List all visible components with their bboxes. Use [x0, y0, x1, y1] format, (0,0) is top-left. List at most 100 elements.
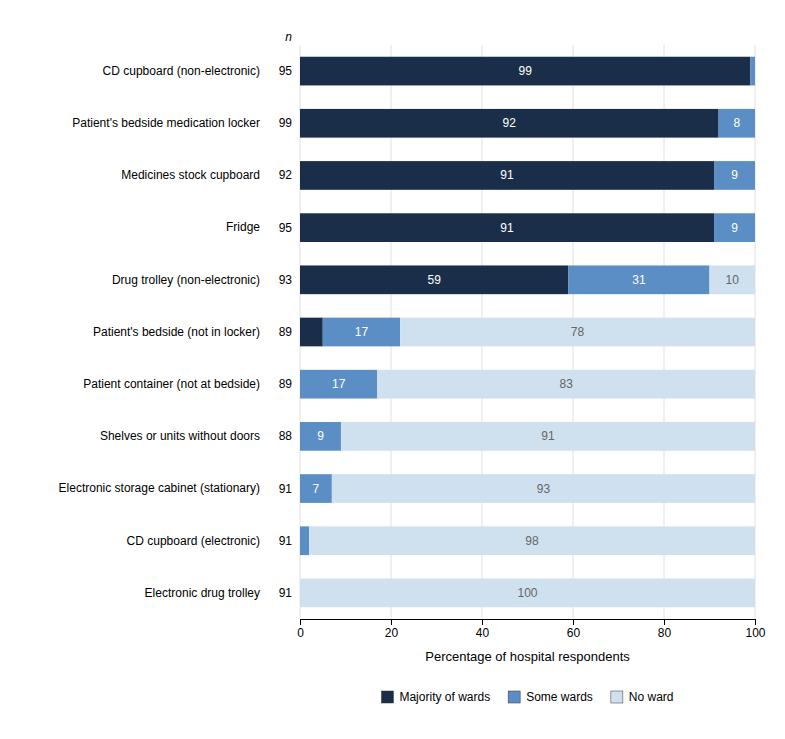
legend-item: No ward: [611, 690, 674, 704]
sample-size: 91: [279, 534, 293, 548]
y-axis: Electronic drug trolley CD cupboard (elec…: [59, 64, 261, 600]
tick-label: 60: [567, 626, 581, 640]
bar: [341, 422, 755, 451]
legend: Majority of wardsSome wardsNo ward: [381, 690, 673, 704]
bar: [300, 318, 323, 347]
tick-label: Electronic drug trolley: [145, 586, 260, 600]
tick-label: Patient container (not at bedside): [83, 377, 260, 391]
chart: 5991919299791717319981009893918378100204…: [0, 0, 785, 739]
bar: [300, 57, 750, 86]
data-label: 98: [525, 534, 539, 548]
bar: [400, 318, 755, 347]
legend-swatch: [611, 691, 623, 703]
bar: [714, 213, 755, 242]
tick-mark: [573, 619, 574, 625]
bar: [714, 161, 755, 190]
data-label: 91: [500, 221, 514, 235]
data-label: 92: [503, 116, 517, 130]
bar: [309, 526, 755, 555]
bar: [300, 474, 332, 503]
bar: [300, 579, 755, 608]
y-tick: CD cupboard (electronic): [127, 534, 260, 548]
tick-label: CD cupboard (non-electronic): [103, 64, 260, 78]
legend-item: Some wards: [508, 690, 593, 704]
sample-size: 93: [279, 273, 293, 287]
y-tick: Patient's bedside medication locker: [72, 116, 260, 130]
tick-label: Patient's bedside medication locker: [72, 116, 260, 130]
tick-label: 80: [658, 626, 672, 640]
y-tick: Electronic storage cabinet (stationary): [59, 481, 260, 495]
x-tick: 20: [385, 619, 399, 640]
y-tick: Fridge: [226, 220, 260, 234]
bar: [300, 265, 568, 294]
data-label: 99: [519, 64, 533, 78]
sample-size: 95: [279, 221, 293, 235]
x-tick: 60: [567, 619, 581, 640]
sample-size: 99: [279, 116, 293, 130]
bar: [755, 161, 756, 190]
tick-mark: [482, 619, 483, 625]
series: [300, 57, 755, 555]
data-label: 31: [632, 273, 646, 287]
data-label: 7: [313, 482, 320, 496]
legend-label: Some wards: [526, 690, 593, 704]
sample-size: 95: [279, 64, 293, 78]
data-label: 17: [332, 377, 346, 391]
legend-swatch: [508, 691, 520, 703]
legend-label: No ward: [629, 690, 674, 704]
data-label: 78: [571, 325, 585, 339]
bar: [300, 213, 714, 242]
bar: [332, 474, 755, 503]
y-tick: Drug trolley (non-electronic): [112, 273, 260, 287]
tick-label: Shelves or units without doors: [100, 429, 260, 443]
data-label: 59: [428, 273, 442, 287]
legend-swatch: [381, 691, 393, 703]
grid: [300, 45, 755, 619]
y-tick: Electronic drug trolley: [145, 586, 260, 600]
bar: [300, 422, 341, 451]
tick-label: Patient's bedside (not in locker): [93, 325, 260, 339]
sample-size: 91: [279, 482, 293, 496]
bar: [300, 109, 719, 138]
y-tick: Patient container (not at bedside): [83, 377, 260, 391]
sample-size-header: n: [285, 30, 292, 44]
tick-mark: [755, 619, 756, 625]
x-tick: 100: [745, 619, 765, 640]
data-label: 83: [559, 377, 573, 391]
data-label: 91: [541, 429, 555, 443]
y-tick: CD cupboard (non-electronic): [103, 64, 260, 78]
data-labels: 599191929979171731998100989391837810: [313, 64, 741, 600]
tick-mark: [391, 619, 392, 625]
bar: [300, 526, 309, 555]
tick-label: 20: [385, 626, 399, 640]
bar: [755, 109, 756, 138]
tick-label: Fridge: [226, 220, 260, 234]
x-tick: 40: [476, 619, 490, 640]
tick-label: 0: [297, 626, 304, 640]
series: [300, 265, 755, 607]
bar: [568, 265, 709, 294]
sample-size: 88: [279, 429, 293, 443]
bar: [300, 370, 377, 399]
data-label: 9: [731, 168, 738, 182]
bar: [755, 213, 756, 242]
tick-label: Drug trolley (non-electronic): [112, 273, 260, 287]
data-label: 93: [537, 482, 551, 496]
data-label: 91: [500, 168, 514, 182]
bar: [377, 370, 755, 399]
bar: [750, 57, 755, 86]
tick-label: 40: [476, 626, 490, 640]
tick-mark: [300, 619, 301, 625]
data-label: 100: [517, 586, 537, 600]
sample-size: 92: [279, 168, 293, 182]
bar: [719, 109, 755, 138]
tick-label: Medicines stock cupboard: [121, 168, 260, 182]
y-tick: Shelves or units without doors: [100, 429, 260, 443]
bar: [710, 265, 756, 294]
data-label: 10: [726, 273, 740, 287]
bar: [755, 57, 756, 86]
series: [300, 57, 750, 347]
bars: [300, 57, 755, 608]
tick-label: 100: [745, 626, 765, 640]
data-label: 17: [355, 325, 369, 339]
